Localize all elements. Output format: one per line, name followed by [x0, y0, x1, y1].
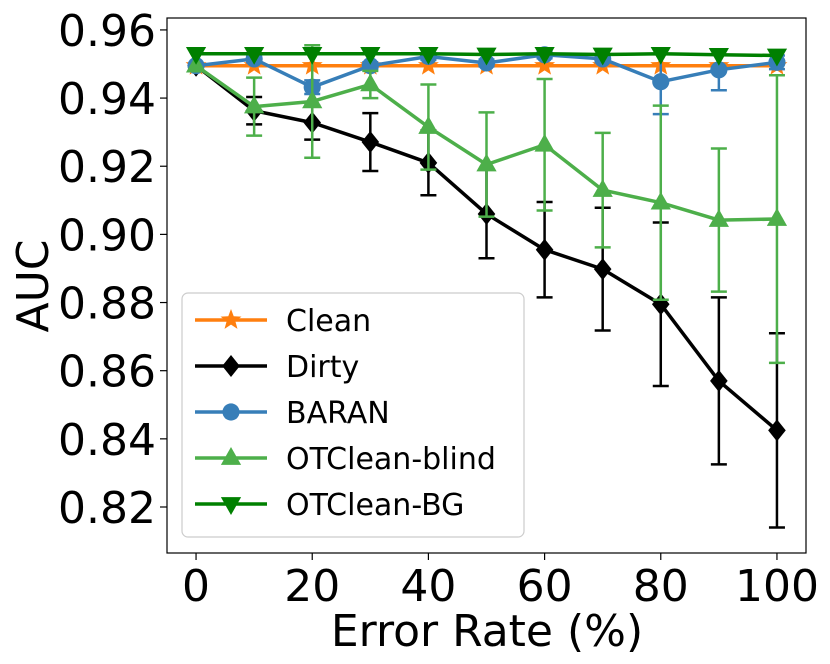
legend-swatch-marker	[222, 355, 240, 377]
y-tick-label: 0.90	[58, 210, 156, 261]
data-point-otclean-bg	[592, 47, 613, 66]
x-axis-title: Error Rate (%)	[331, 606, 643, 657]
data-point-otclean-blind	[650, 191, 671, 210]
data-point-otclean-blind	[476, 153, 497, 172]
legend-swatch-marker	[220, 497, 242, 515]
series-otclean-blind	[185, 44, 788, 365]
data-point-otclean-bg	[244, 46, 265, 65]
x-tick-label: 20	[284, 561, 340, 612]
data-point-otclean-bg	[650, 46, 671, 65]
legend-entry-clean: Clean	[195, 304, 371, 339]
data-point-otclean-bg	[534, 46, 555, 65]
data-point-baran	[652, 73, 670, 91]
x-tick-label: 80	[633, 561, 689, 612]
x-tick-label: 40	[400, 561, 456, 612]
data-point-otclean-bg	[708, 47, 729, 66]
data-point-otclean-blind	[302, 90, 323, 109]
y-tick-label: 0.88	[58, 279, 156, 330]
data-point-dirty	[535, 238, 554, 261]
legend-entry-baran: BARAN	[195, 396, 390, 431]
data-point-dirty	[710, 369, 728, 392]
y-tick-label: 0.96	[58, 6, 156, 57]
data-point-otclean-blind	[418, 116, 439, 134]
legend-label-otclean-blind: OTClean-blind	[286, 442, 496, 477]
data-point-otclean-bg	[360, 46, 381, 65]
y-tick-label: 0.82	[58, 483, 156, 534]
legend-label-dirty: Dirty	[286, 350, 359, 385]
data-point-dirty	[361, 131, 380, 154]
y-axis-title: AUC	[8, 239, 59, 332]
legend-label-baran: BARAN	[286, 396, 390, 431]
y-tick-label: 0.94	[58, 74, 156, 125]
plot-area-border	[166, 17, 807, 554]
legend-label-clean: Clean	[286, 304, 371, 339]
data-point-dirty	[768, 419, 786, 442]
data-point-otclean-bg	[302, 46, 323, 65]
legend-entry-otclean-bg: OTClean-BG	[195, 488, 464, 523]
legend-swatch-marker	[220, 447, 242, 465]
legend-swatch-marker	[220, 309, 242, 329]
series-otclean-bg	[185, 46, 788, 67]
legend-entry-otclean-blind: OTClean-blind	[195, 442, 496, 477]
x-tick-label: 100	[735, 561, 819, 612]
y-tick-label: 0.86	[58, 347, 156, 398]
data-point-otclean-blind	[360, 73, 381, 92]
data-point-otclean-blind	[592, 179, 613, 197]
data-point-baran	[710, 61, 728, 79]
data-point-otclean-blind	[244, 95, 265, 114]
legend-box	[181, 292, 525, 538]
x-tick-label: 0	[182, 561, 210, 612]
data-point-otclean-bg	[185, 46, 207, 65]
data-point-dirty	[593, 258, 612, 281]
data-point-otclean-bg	[766, 48, 788, 67]
y-tick-label: 0.92	[58, 142, 156, 193]
data-point-otclean-bg	[418, 46, 439, 65]
x-tick-label: 60	[517, 561, 573, 612]
data-point-otclean-blind	[766, 208, 788, 226]
data-point-otclean-blind	[534, 133, 555, 152]
legend-entry-dirty: Dirty	[195, 350, 359, 385]
data-point-otclean-blind	[708, 209, 729, 227]
legend-swatch-marker	[222, 403, 240, 421]
data-point-otclean-bg	[476, 47, 497, 66]
legend-label-otclean-bg: OTClean-BG	[286, 488, 464, 523]
y-tick-label: 0.84	[58, 415, 156, 466]
